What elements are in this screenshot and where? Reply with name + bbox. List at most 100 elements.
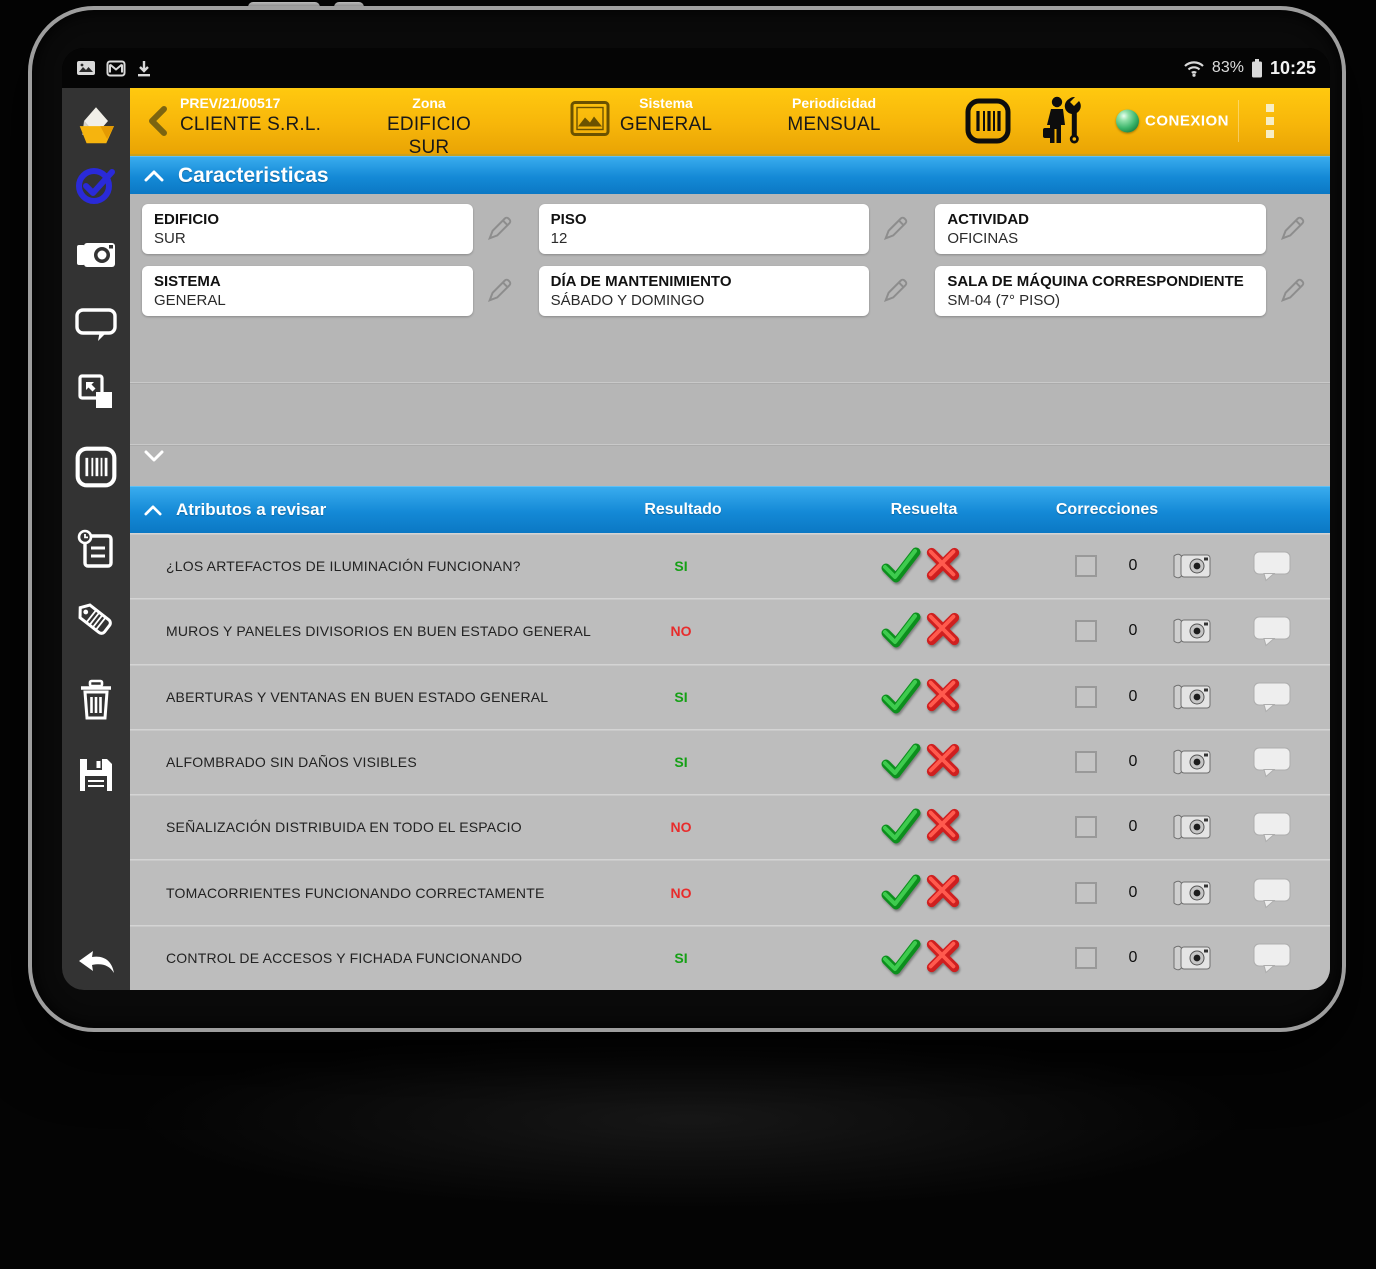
resuelta-toggle[interactable] (878, 806, 962, 848)
camera-button[interactable] (1172, 748, 1212, 776)
checklist-row: ABERTURAS Y VENTANAS EN BUEN ESTADO GENE… (130, 663, 1330, 729)
comment-button[interactable] (1252, 615, 1292, 647)
sidebar-item-comments[interactable] (72, 301, 120, 349)
correction-checkbox[interactable] (1075, 881, 1097, 904)
scan-barcode-button[interactable] (964, 97, 1012, 145)
images-icon (77, 373, 115, 411)
edit-button[interactable] (473, 277, 525, 305)
camera-icon (1172, 879, 1212, 907)
camera-icon (1172, 748, 1212, 776)
correction-count: 0 (1128, 622, 1138, 640)
camera-button[interactable] (1172, 617, 1212, 645)
collapse-down-icon[interactable] (144, 450, 164, 463)
column-resuelta: Resuelta (890, 501, 958, 518)
collapse-up-icon[interactable] (144, 169, 164, 182)
sidebar-item-checklist[interactable] (72, 161, 120, 209)
camera-button[interactable] (1172, 944, 1212, 972)
battery-icon (1251, 58, 1263, 78)
connection-status[interactable]: CONEXION (1116, 109, 1229, 133)
comment-bubble-icon (1252, 615, 1292, 647)
sidebar-item-tags[interactable] (72, 596, 120, 644)
resuelta-toggle[interactable] (878, 676, 962, 718)
sidebar-item-images[interactable] (72, 368, 120, 416)
content: Caracteristicas EDIFICIO SUR (130, 156, 1330, 990)
comment-button[interactable] (1252, 877, 1292, 909)
resuelta-toggle[interactable] (878, 545, 962, 587)
correction-checkbox[interactable] (1075, 816, 1097, 839)
sidebar-item-barcode[interactable] (72, 443, 120, 491)
field-value: OFICINAS (947, 230, 1019, 247)
correction-checkbox[interactable] (1075, 750, 1097, 773)
correction-count: 0 (1128, 818, 1138, 836)
app-logo (72, 100, 120, 154)
comment-button[interactable] (1252, 942, 1292, 974)
camera-button[interactable] (1172, 879, 1212, 907)
comment-button[interactable] (1252, 550, 1292, 582)
resultado-value[interactable]: NO (670, 884, 692, 901)
field-box[interactable]: EDIFICIO SUR (142, 204, 473, 254)
sistema-label: Sistema (639, 95, 693, 111)
correction-checkbox[interactable] (1075, 946, 1097, 969)
periodicidad-group: Periodicidad MENSUAL (782, 95, 886, 136)
resuelta-toggle[interactable] (878, 937, 962, 979)
resultado-value[interactable]: SI (674, 753, 688, 770)
resultado-value[interactable]: SI (674, 558, 688, 575)
field-box[interactable]: SALA DE MÁQUINA CORRESPONDIENTE SM-04 (7… (935, 266, 1266, 316)
comment-button[interactable] (1252, 746, 1292, 778)
technician-button[interactable] (1042, 95, 1082, 147)
field-sala-maquina: SALA DE MÁQUINA CORRESPONDIENTE SM-04 (7… (935, 266, 1318, 316)
collapse-up-icon[interactable] (144, 504, 162, 516)
camera-icon (1172, 944, 1212, 972)
edit-button[interactable] (869, 215, 921, 243)
sidebar-item-camera[interactable] (72, 231, 120, 279)
resultado-value[interactable]: NO (670, 623, 692, 640)
camera-button[interactable] (1172, 683, 1212, 711)
resultado-value[interactable]: SI (674, 949, 688, 966)
check-icon (878, 806, 924, 848)
save-icon (76, 755, 116, 795)
camera-button[interactable] (1172, 813, 1212, 841)
sidebar-item-save[interactable] (72, 751, 120, 799)
resultado-value[interactable]: SI (674, 688, 688, 705)
picture-icon (570, 101, 610, 142)
field-box[interactable]: ACTIVIDAD OFICINAS (935, 204, 1266, 254)
back-button[interactable] (142, 102, 172, 140)
edit-button[interactable] (473, 215, 525, 243)
camera-button[interactable] (1172, 552, 1212, 580)
sidebar (62, 88, 130, 990)
field-label: SISTEMA (154, 272, 221, 290)
edit-button[interactable] (1266, 215, 1318, 243)
field-box[interactable]: PISO 12 (538, 204, 870, 254)
resuelta-toggle[interactable] (878, 610, 962, 652)
check-icon (878, 872, 924, 914)
resuelta-toggle[interactable] (878, 741, 962, 783)
sidebar-item-notes[interactable] (72, 526, 120, 574)
check-icon (878, 741, 924, 783)
attribute-text: CONTROL DE ACCESOS Y FICHADA FUNCIONANDO (166, 949, 523, 966)
sistema-group: Sistema GENERAL (618, 95, 714, 136)
resuelta-toggle[interactable] (878, 872, 962, 914)
correction-checkbox[interactable] (1075, 555, 1097, 578)
comment-button[interactable] (1252, 811, 1292, 843)
main-panel: PREV/21/00517 CLIENTE S.R.L. Zona EDIFIC… (130, 88, 1330, 990)
field-sistema: SISTEMA GENERAL (142, 266, 525, 316)
check-icon (878, 610, 924, 652)
sidebar-item-delete[interactable] (72, 676, 120, 724)
checklist-row: MUROS Y PANELES DIVISORIOS EN BUEN ESTAD… (130, 598, 1330, 664)
comment-button[interactable] (1252, 681, 1292, 713)
correction-checkbox[interactable] (1075, 620, 1097, 643)
camera-icon (1172, 552, 1212, 580)
sidebar-item-back[interactable] (72, 938, 120, 986)
overflow-menu-icon[interactable] (1262, 100, 1278, 142)
field-box[interactable]: DÍA DE MANTENIMIENTO SÁBADO Y DOMINGO (538, 266, 870, 316)
field-box[interactable]: SISTEMA GENERAL (142, 266, 473, 316)
correction-checkbox[interactable] (1075, 685, 1097, 708)
gmail-icon (106, 60, 126, 77)
wifi-icon (1183, 60, 1205, 77)
edit-button[interactable] (1266, 277, 1318, 305)
resultado-value[interactable]: NO (670, 819, 692, 836)
attribute-text: MUROS Y PANELES DIVISORIOS EN BUEN ESTAD… (166, 623, 591, 640)
checklist-row: SEÑALIZACIÓN DISTRIBUIDA EN TODO EL ESPA… (130, 794, 1330, 860)
attribute-text: ¿LOS ARTEFACTOS DE ILUMINACIÓN FUNCIONAN… (166, 558, 521, 575)
edit-button[interactable] (869, 277, 921, 305)
